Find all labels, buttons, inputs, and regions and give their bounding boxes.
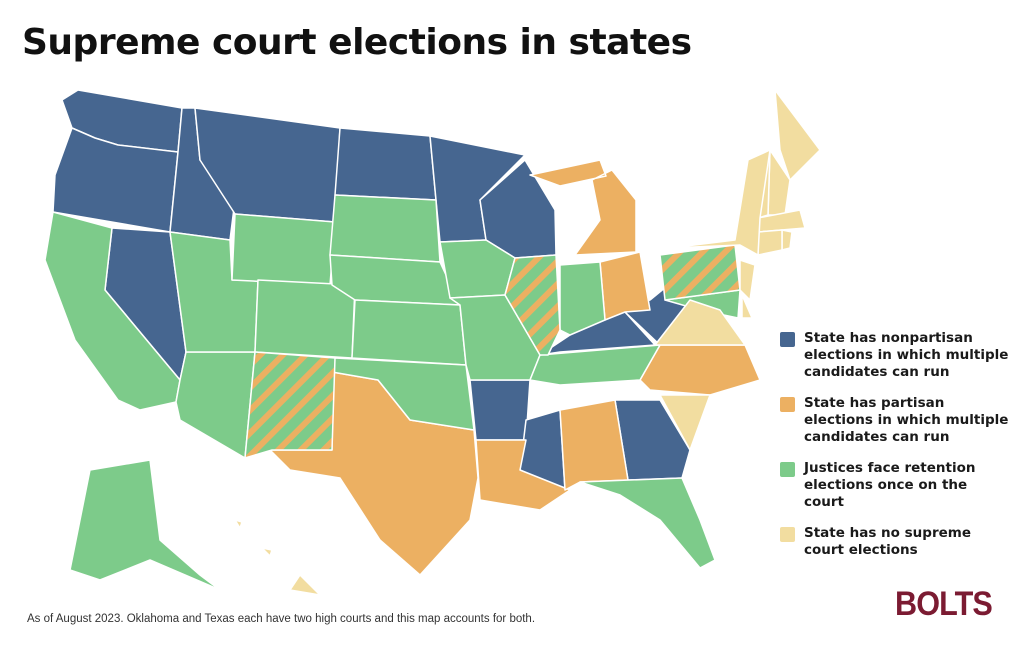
page-title: Supreme court elections in states xyxy=(22,22,692,63)
state-ny xyxy=(669,149,771,256)
state-nd xyxy=(334,127,437,201)
state-sd xyxy=(329,194,441,263)
state-de xyxy=(741,294,753,319)
state-tn xyxy=(529,344,661,386)
state-co xyxy=(254,279,356,359)
state-ct xyxy=(757,229,783,256)
legend-swatch xyxy=(780,462,795,477)
legend-item-none: State has no supreme court elections xyxy=(780,525,1010,559)
legend-swatch xyxy=(780,332,795,347)
state-oh xyxy=(599,251,651,321)
state-wy xyxy=(231,213,336,286)
legend-item-retention: Justices face retention elections once o… xyxy=(780,460,1010,511)
state-la xyxy=(475,439,571,511)
state-al xyxy=(559,399,629,491)
bolts-logo: BOLTS xyxy=(895,585,993,623)
footnote: As of August 2023. Oklahoma and Texas ea… xyxy=(27,613,536,625)
state-ri xyxy=(781,229,793,251)
legend-label: State has no supreme court elections xyxy=(804,525,971,558)
state-nj xyxy=(739,259,756,301)
state-ca xyxy=(44,211,181,411)
state-ks xyxy=(351,299,467,366)
state-va xyxy=(654,299,746,346)
state-fl xyxy=(579,477,716,569)
state-il xyxy=(504,254,561,356)
state-hi xyxy=(234,519,321,596)
legend-label: Justices face retention elections once o… xyxy=(804,460,976,510)
state-nc xyxy=(639,344,761,396)
state-nm xyxy=(244,351,336,459)
legend-label: State has nonpartisan elections in which… xyxy=(804,330,1009,380)
legend-item-partisan: State has partisan elections in which mu… xyxy=(780,395,1010,446)
legend: State has nonpartisan elections in which… xyxy=(780,330,1010,573)
legend-swatch xyxy=(780,397,795,412)
state-sc xyxy=(659,394,711,451)
legend-item-nonpartisan: State has nonpartisan elections in which… xyxy=(780,330,1010,381)
state-pa xyxy=(659,244,741,301)
legend-label: State has partisan elections in which mu… xyxy=(804,395,1009,445)
state-ak xyxy=(69,459,221,591)
state-az xyxy=(175,351,256,459)
state-mi xyxy=(529,159,637,256)
legend-swatch xyxy=(780,527,795,542)
state-ar xyxy=(469,379,531,441)
